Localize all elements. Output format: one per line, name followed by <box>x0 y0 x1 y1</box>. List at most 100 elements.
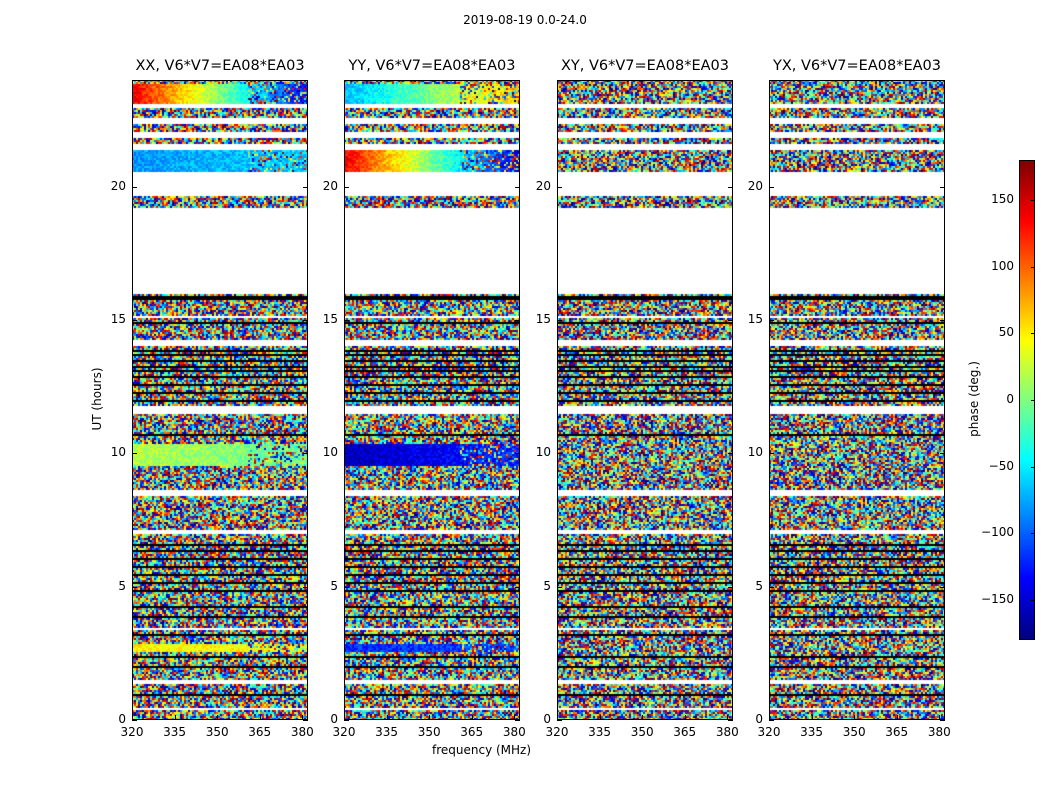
colorbar-tick <box>1031 333 1035 335</box>
x-tick-label: 335 <box>375 725 399 739</box>
x-tick-label: 365 <box>248 725 272 739</box>
y-tick <box>303 186 308 188</box>
y-tick <box>557 186 562 188</box>
colorbar-tick-label: 100 <box>991 258 1014 273</box>
y-axis-label: UT (hours) <box>90 367 104 431</box>
y-tick <box>940 586 945 588</box>
x-tick-label: 335 <box>163 725 187 739</box>
x-axis-label: frequency (MHz) <box>432 743 532 757</box>
y-tick <box>728 320 733 321</box>
panel-title-yy: YY, V6*V7=EA08*EA03 <box>348 58 516 74</box>
phase-heatmap-xx <box>132 80 308 720</box>
y-tick-label: 0 <box>118 712 126 726</box>
y-tick <box>303 453 308 455</box>
x-tick <box>557 715 558 720</box>
x-tick <box>684 715 686 720</box>
y-tick-label: 0 <box>543 712 551 726</box>
x-tick-label: 380 <box>715 725 739 739</box>
y-tick <box>344 186 349 188</box>
x-tick <box>896 715 898 720</box>
y-tick-label: 15 <box>535 312 551 326</box>
x-tick <box>471 715 473 720</box>
panel-title-yx: YX, V6*V7=EA08*EA03 <box>772 58 941 74</box>
phase-heatmap-xy <box>557 80 733 720</box>
y-tick <box>344 320 349 321</box>
y-tick <box>303 586 308 588</box>
y-tick <box>344 453 349 455</box>
x-tick-label: 365 <box>460 725 484 739</box>
y-tick <box>940 453 945 455</box>
colorbar-tick-label: −100 <box>981 525 1014 540</box>
x-tick <box>727 715 729 720</box>
y-tick <box>132 586 137 588</box>
colorbar-tick <box>1031 400 1035 401</box>
x-tick <box>429 715 431 720</box>
y-tick <box>515 320 520 321</box>
y-tick-label: 0 <box>330 712 338 726</box>
y-tick-label: 5 <box>543 578 551 593</box>
colorbar-tick <box>1031 600 1035 601</box>
x-tick-label: 320 <box>120 725 144 739</box>
y-tick-label: 15 <box>110 312 126 326</box>
y-tick-label: 10 <box>322 445 338 460</box>
x-tick <box>217 715 219 720</box>
colorbar-tick <box>1031 533 1035 535</box>
y-tick <box>344 586 349 588</box>
y-tick <box>557 720 562 721</box>
x-tick-label: 320 <box>545 725 569 739</box>
y-tick-label: 5 <box>755 578 763 593</box>
x-tick <box>386 715 388 720</box>
y-tick-label: 20 <box>110 178 126 193</box>
y-tick <box>557 586 562 588</box>
x-tick-label: 365 <box>885 725 909 739</box>
y-tick <box>132 720 137 721</box>
x-tick <box>769 715 770 720</box>
y-tick-label: 10 <box>747 445 763 460</box>
panel-axes-yx <box>769 80 945 720</box>
y-tick <box>769 320 774 321</box>
colorbar-tick-label: 150 <box>991 192 1014 206</box>
y-tick-label: 10 <box>535 445 551 460</box>
x-tick-label: 335 <box>588 725 612 739</box>
y-tick <box>769 586 774 588</box>
y-tick <box>515 186 520 188</box>
y-tick-label: 15 <box>747 312 763 326</box>
x-tick-label: 350 <box>205 725 229 739</box>
y-tick <box>303 720 308 721</box>
y-tick <box>303 320 308 321</box>
colorbar-gradient <box>1020 161 1034 639</box>
y-tick <box>769 186 774 188</box>
x-tick-label: 350 <box>417 725 441 739</box>
colorbar-tick-label: 50 <box>998 325 1014 340</box>
x-tick <box>344 715 345 720</box>
x-tick-label: 335 <box>800 725 824 739</box>
colorbar-tick <box>1031 200 1035 201</box>
y-tick <box>728 586 733 588</box>
x-tick-label: 380 <box>502 725 526 739</box>
x-tick-label: 320 <box>332 725 356 739</box>
y-tick <box>515 586 520 588</box>
x-tick <box>811 715 813 720</box>
y-tick <box>728 453 733 455</box>
x-tick <box>259 715 261 720</box>
x-tick <box>642 715 644 720</box>
colorbar-tick-label: 0 <box>1006 392 1014 406</box>
x-tick <box>174 715 176 720</box>
y-tick <box>940 720 945 721</box>
y-tick <box>940 320 945 321</box>
y-tick <box>132 186 137 188</box>
y-tick <box>728 186 733 188</box>
y-tick-label: 20 <box>535 178 551 193</box>
x-tick <box>599 715 601 720</box>
panel-axes-xx <box>132 80 308 720</box>
x-tick <box>132 715 133 720</box>
y-tick-label: 5 <box>330 578 338 593</box>
x-tick <box>514 715 516 720</box>
colorbar-tick <box>1031 466 1035 468</box>
y-tick <box>557 320 562 321</box>
colorbar-tick-label: −150 <box>981 592 1014 606</box>
y-tick <box>769 453 774 455</box>
x-tick <box>939 715 941 720</box>
x-tick-label: 320 <box>757 725 781 739</box>
panel-title-xy: XY, V6*V7=EA08*EA03 <box>560 58 729 74</box>
